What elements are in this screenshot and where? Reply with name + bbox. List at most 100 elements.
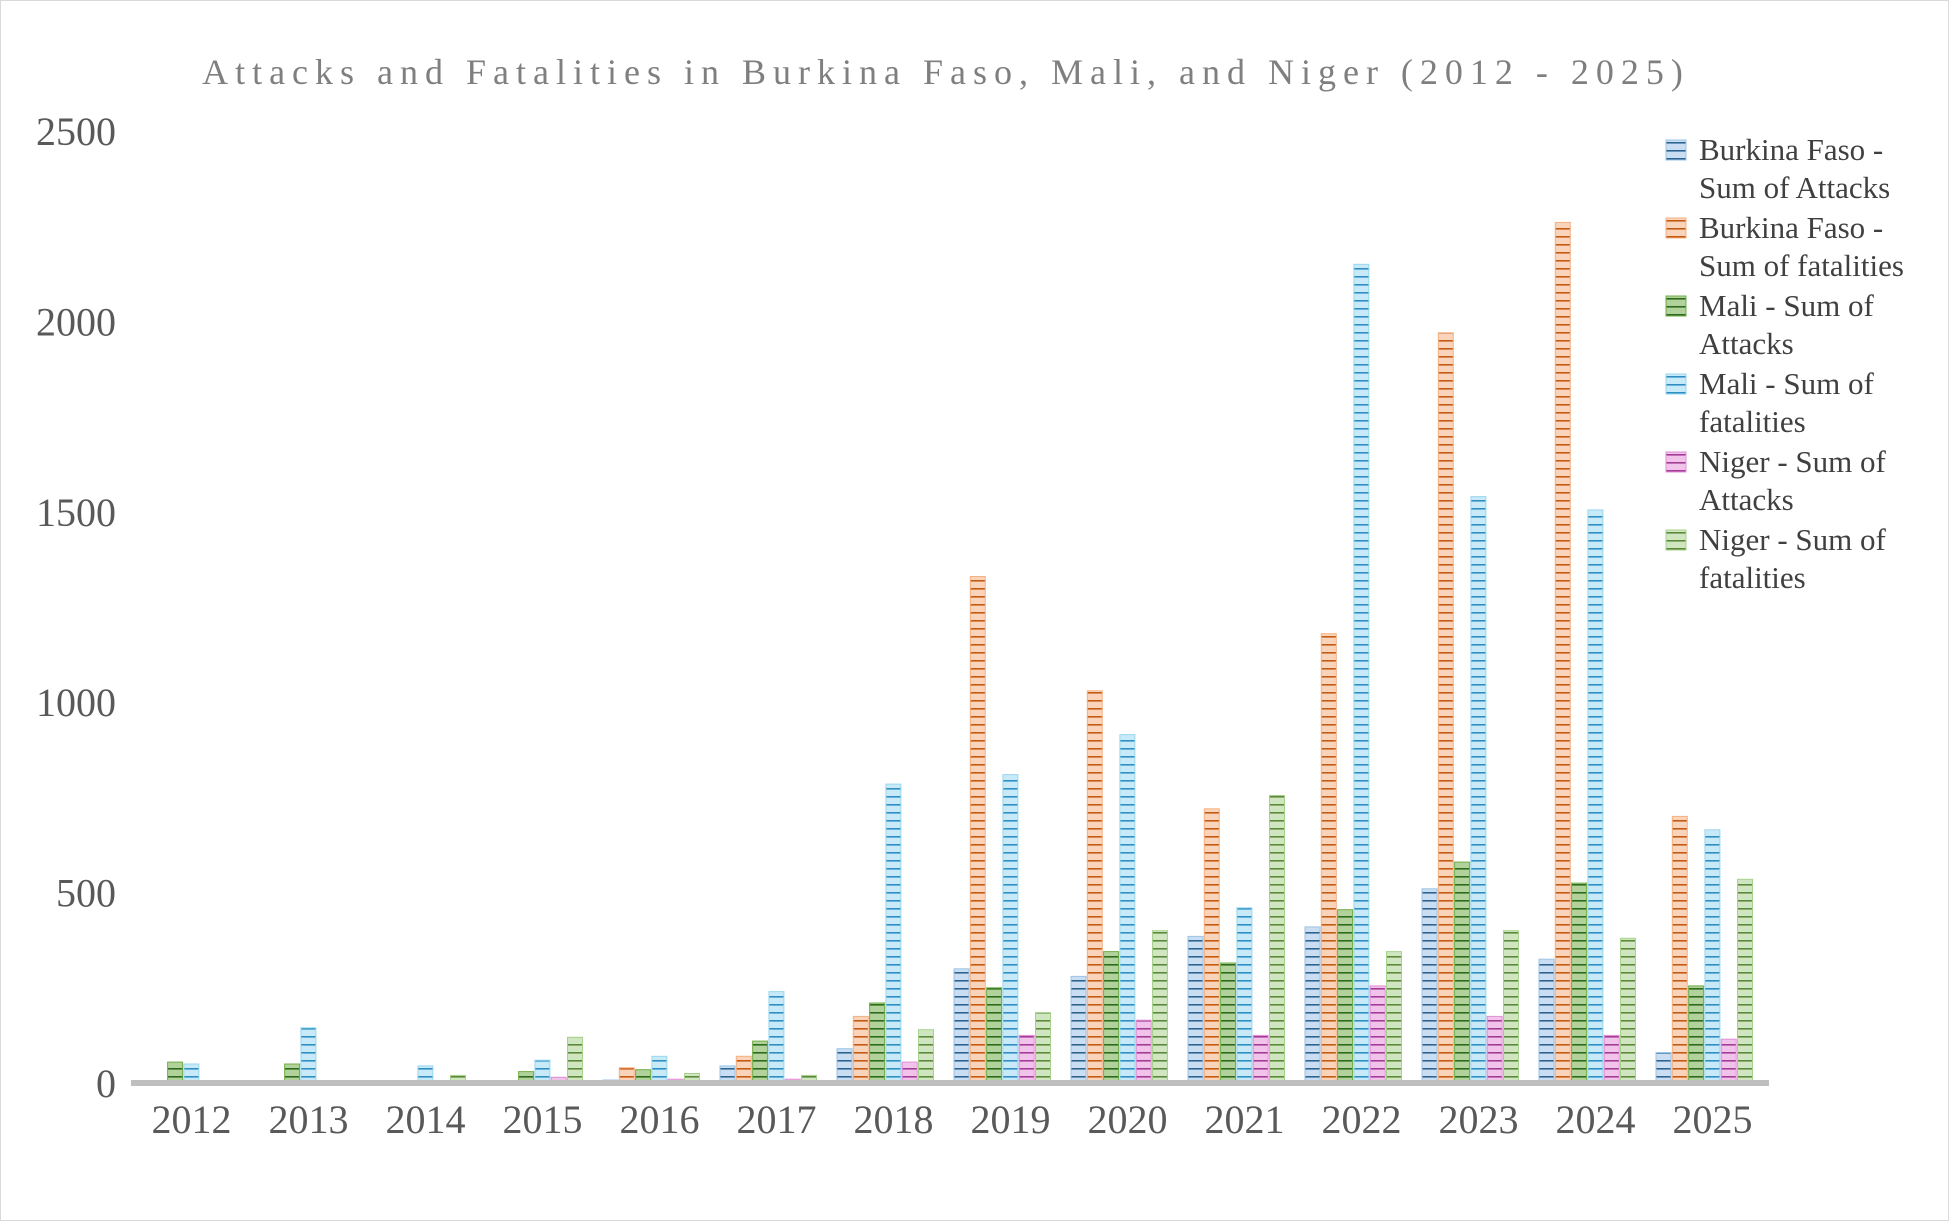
bar-2018-series-0 — [836, 1048, 853, 1084]
legend-label: Burkina Faso - Sum of fatalities — [1699, 210, 1904, 283]
bar-2023-series-2 — [1454, 861, 1471, 1084]
x-tick-label: 2012 — [152, 1097, 232, 1142]
legend-label: Mali - Sum of Attacks — [1699, 288, 1874, 361]
bar-2021-series-0 — [1187, 935, 1204, 1084]
y-tick-label: 0 — [96, 1061, 116, 1106]
legend-swatch — [1665, 529, 1687, 551]
bar-2024-series-3 — [1587, 509, 1604, 1084]
bar-2020-series-2 — [1103, 951, 1120, 1084]
legend-item: Burkina Faso - Sum of fatalities — [1661, 209, 1946, 285]
x-tick-label: 2018 — [854, 1097, 934, 1142]
bar-2023-series-4 — [1486, 1015, 1503, 1084]
bar-2022-series-3 — [1353, 263, 1370, 1084]
legend: Burkina Faso - Sum of Attacks Burkina Fas… — [1661, 131, 1946, 599]
bar-2023-series-1 — [1437, 332, 1454, 1084]
bar-2018-series-1 — [852, 1015, 869, 1084]
legend-item: Mali - Sum of Attacks — [1661, 287, 1946, 363]
legend-label: Mali - Sum of fatalities — [1699, 366, 1874, 439]
bar-2024-series-1 — [1554, 221, 1571, 1084]
legend-swatch — [1665, 451, 1687, 473]
bar-2021-series-5 — [1269, 795, 1285, 1084]
x-tick-label: 2014 — [386, 1097, 466, 1142]
bar-2015-series-5 — [567, 1036, 583, 1084]
bar-2023-series-5 — [1503, 930, 1519, 1084]
bar-2022-series-4 — [1369, 985, 1386, 1084]
x-axis-ticks: 2012 2013 2014 2015 2016 2017 2018 2019 2020 2021… — [152, 1097, 1753, 1142]
bar-2025-series-5 — [1737, 878, 1753, 1084]
bar-2022-series-2 — [1337, 909, 1354, 1084]
bar-2021-series-4 — [1252, 1034, 1269, 1084]
x-tick-label: 2019 — [971, 1097, 1051, 1142]
bar-2025-series-4 — [1720, 1038, 1737, 1084]
bar-2017-series-1 — [735, 1055, 752, 1084]
bar-2017-series-3 — [768, 991, 785, 1084]
legend-label: Niger - Sum of fatalities — [1699, 522, 1886, 595]
bar-2012-series-2 — [167, 1061, 184, 1084]
bar-2019-series-5 — [1035, 1012, 1051, 1084]
legend-item: Mali - Sum of fatalities — [1661, 365, 1946, 441]
bar-2019-series-4 — [1018, 1034, 1035, 1084]
legend-item: Burkina Faso - Sum of Attacks — [1661, 131, 1946, 207]
bar-2019-series-3 — [1002, 774, 1019, 1084]
x-tick-label: 2024 — [1556, 1097, 1636, 1142]
x-tick-label: 2016 — [620, 1097, 700, 1142]
bar-2015-series-3 — [534, 1059, 551, 1084]
legend-swatch — [1665, 373, 1687, 395]
x-tick-label: 2022 — [1322, 1097, 1402, 1142]
legend-swatch — [1665, 217, 1687, 239]
bar-2020-series-0 — [1070, 975, 1087, 1084]
bar-2019-series-0 — [953, 968, 970, 1084]
bar-2024-series-5 — [1620, 937, 1636, 1084]
bar-2022-series-5 — [1386, 951, 1402, 1084]
bar-2024-series-4 — [1603, 1034, 1620, 1084]
x-tick-label: 2023 — [1439, 1097, 1519, 1142]
bar-2020-series-1 — [1086, 690, 1103, 1084]
x-tick-label: 2020 — [1088, 1097, 1168, 1142]
legend-item: Niger - Sum of fatalities — [1661, 521, 1946, 597]
bar-2018-series-5 — [918, 1029, 934, 1084]
bar-group — [134, 221, 1753, 1084]
bar-2025-series-2 — [1688, 985, 1705, 1084]
bar-2025-series-3 — [1704, 829, 1721, 1084]
bar-2019-series-2 — [986, 987, 1003, 1084]
bar-2024-series-2 — [1571, 882, 1588, 1084]
bar-2013-series-3 — [300, 1027, 317, 1084]
bar-2025-series-0 — [1655, 1052, 1672, 1084]
legend-label: Niger - Sum of Attacks — [1699, 444, 1886, 517]
legend-swatch — [1665, 295, 1687, 317]
bar-2020-series-3 — [1119, 734, 1136, 1084]
x-tick-label: 2025 — [1673, 1097, 1753, 1142]
bar-2022-series-0 — [1304, 926, 1321, 1084]
y-tick-label: 1500 — [36, 490, 116, 535]
bar-2024-series-0 — [1538, 958, 1555, 1084]
legend-swatch — [1665, 139, 1687, 161]
y-tick-label: 2500 — [36, 109, 116, 154]
bar-2021-series-1 — [1203, 808, 1220, 1084]
legend-item: Niger - Sum of Attacks — [1661, 443, 1946, 519]
bar-2023-series-0 — [1421, 888, 1438, 1084]
bar-2023-series-3 — [1470, 496, 1487, 1084]
bar-2021-series-3 — [1236, 907, 1253, 1084]
x-tick-label: 2015 — [503, 1097, 583, 1142]
y-axis-ticks: 0 500 1000 1500 2000 2500 — [36, 109, 116, 1106]
chart-title: Attacks and Fatalities in Burkina Faso, … — [202, 52, 1690, 92]
bar-2016-series-3 — [651, 1055, 668, 1084]
legend-label: Burkina Faso - Sum of Attacks — [1699, 132, 1891, 205]
bar-2017-series-2 — [752, 1040, 769, 1084]
bar-2018-series-3 — [885, 783, 902, 1084]
bar-2020-series-4 — [1135, 1019, 1152, 1084]
bar-2025-series-1 — [1671, 815, 1688, 1084]
y-tick-label: 500 — [56, 871, 116, 916]
bar-2018-series-2 — [869, 1002, 886, 1084]
bar-2019-series-1 — [969, 576, 986, 1084]
bar-2021-series-2 — [1220, 962, 1237, 1084]
bar-2022-series-1 — [1320, 633, 1337, 1084]
y-tick-label: 2000 — [36, 299, 116, 344]
bar-2020-series-5 — [1152, 930, 1168, 1084]
x-tick-label: 2017 — [737, 1097, 817, 1142]
y-tick-label: 1000 — [36, 680, 116, 725]
bar-2018-series-4 — [901, 1061, 918, 1084]
x-tick-label: 2021 — [1205, 1097, 1285, 1142]
